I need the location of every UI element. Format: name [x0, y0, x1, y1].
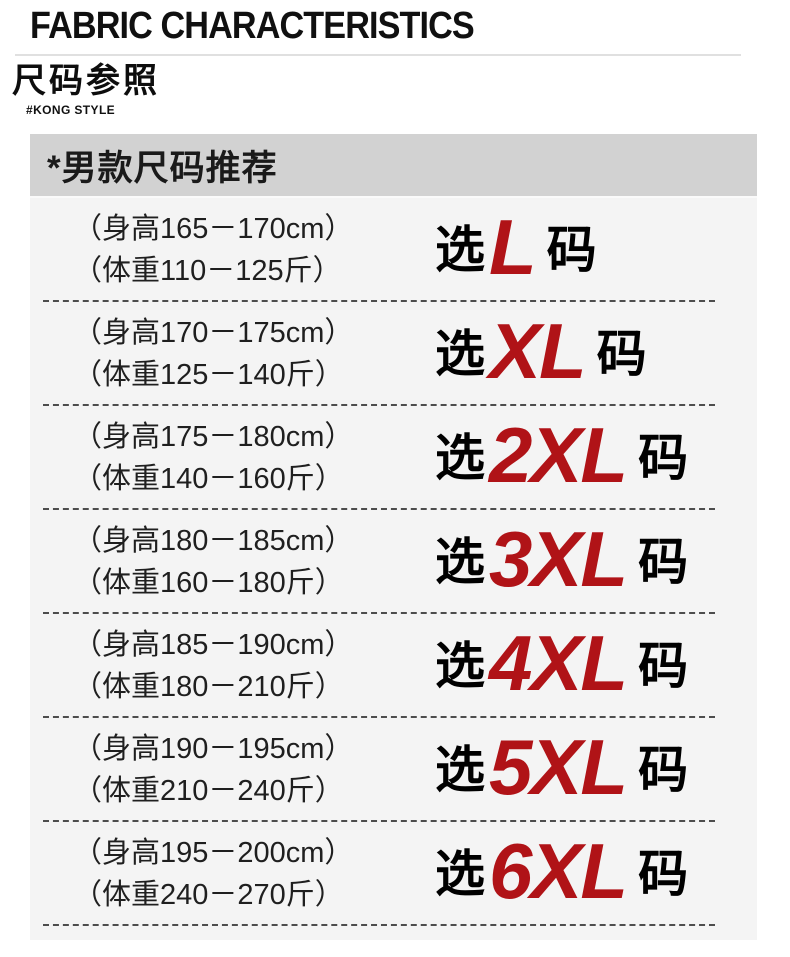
choose-suffix-label: 码 — [638, 533, 689, 590]
height-range: （身高185－190cm） — [73, 629, 354, 661]
size-code: XL — [489, 306, 587, 395]
page-header: FABRIC CHARACTERISTICS 尺码参照 #KONG STYLE — [0, 7, 790, 117]
size-chart-heading: *男款尺码推荐 — [30, 134, 757, 198]
weight-range: （体重110－125斤） — [73, 255, 342, 287]
choose-suffix-label: 码 — [638, 637, 689, 694]
weight-range: （体重210－240斤） — [73, 775, 344, 807]
choose-suffix-label: 码 — [638, 429, 689, 486]
weight-range: （体重160－180斤） — [73, 567, 344, 599]
spec-text: （身高190－195cm） （体重210－240斤） — [73, 728, 435, 812]
size-recommendation: 选 5XL 码 — [435, 722, 689, 811]
choose-prefix-label: 选 — [435, 221, 485, 278]
choose-suffix-label: 码 — [546, 221, 597, 278]
brand-tagline: #KONG STYLE — [26, 103, 116, 117]
size-code: L — [489, 202, 537, 291]
spec-text: （身高180－185cm） （体重160－180斤） — [73, 520, 435, 604]
size-code: 3XL — [489, 514, 628, 603]
header-divider — [15, 54, 741, 56]
section-title-cn: 尺码参照 — [12, 62, 160, 100]
spec-text: （身高170－175cm） （体重125－140斤） — [73, 312, 435, 396]
choose-prefix-label: 选 — [435, 741, 485, 798]
size-row: （身高195－200cm） （体重240－270斤） 选 6XL 码 — [30, 822, 757, 926]
choose-prefix-label: 选 — [435, 429, 485, 486]
size-row: （身高180－185cm） （体重160－180斤） 选 3XL 码 — [30, 510, 757, 614]
page-title: FABRIC CHARACTERISTICS — [30, 5, 475, 47]
height-range: （身高180－185cm） — [73, 525, 354, 557]
size-row: （身高190－195cm） （体重210－240斤） 选 5XL 码 — [30, 718, 757, 822]
height-range: （身高190－195cm） — [73, 733, 354, 765]
spec-text: （身高195－200cm） （体重240－270斤） — [73, 832, 435, 916]
size-recommendation: 选 L 码 — [435, 202, 597, 291]
height-range: （身高170－175cm） — [73, 317, 354, 349]
choose-prefix-label: 选 — [435, 637, 485, 694]
size-row: （身高175－180cm） （体重140－160斤） 选 2XL 码 — [30, 406, 757, 510]
size-row: （身高185－190cm） （体重180－210斤） 选 4XL 码 — [30, 614, 757, 718]
size-recommendation: 选 6XL 码 — [435, 826, 689, 915]
weight-range: （体重125－140斤） — [73, 359, 344, 391]
choose-prefix-label: 选 — [435, 533, 485, 590]
height-range: （身高195－200cm） — [73, 837, 354, 869]
size-code: 4XL — [489, 618, 628, 707]
spec-text: （身高185－190cm） （体重180－210斤） — [73, 624, 435, 708]
weight-range: （体重240－270斤） — [73, 879, 344, 911]
height-range: （身高175－180cm） — [73, 421, 354, 453]
choose-prefix-label: 选 — [435, 325, 485, 382]
choose-prefix-label: 选 — [435, 845, 485, 902]
size-code: 6XL — [489, 826, 628, 915]
size-recommendation: 选 XL 码 — [435, 306, 647, 395]
weight-range: （体重180－210斤） — [73, 671, 344, 703]
spec-text: （身高175－180cm） （体重140－160斤） — [73, 416, 435, 500]
size-row: （身高165－170cm） （体重110－125斤） 选 L 码 — [30, 198, 757, 302]
size-recommendation: 选 3XL 码 — [435, 514, 689, 603]
height-range: （身高165－170cm） — [73, 213, 354, 245]
choose-suffix-label: 码 — [596, 325, 647, 382]
size-chart-card: *男款尺码推荐 （身高165－170cm） （体重110－125斤） 选 L 码… — [30, 134, 757, 940]
spec-text: （身高165－170cm） （体重110－125斤） — [73, 208, 435, 292]
size-row: （身高170－175cm） （体重125－140斤） 选 XL 码 — [30, 302, 757, 406]
size-code: 5XL — [489, 722, 628, 811]
choose-suffix-label: 码 — [638, 845, 689, 902]
choose-suffix-label: 码 — [638, 741, 689, 798]
weight-range: （体重140－160斤） — [73, 463, 344, 495]
size-recommendation: 选 4XL 码 — [435, 618, 689, 707]
size-recommendation: 选 2XL 码 — [435, 410, 689, 499]
size-code: 2XL — [489, 410, 628, 499]
size-chart-rows: （身高165－170cm） （体重110－125斤） 选 L 码 （身高170－… — [30, 198, 757, 940]
